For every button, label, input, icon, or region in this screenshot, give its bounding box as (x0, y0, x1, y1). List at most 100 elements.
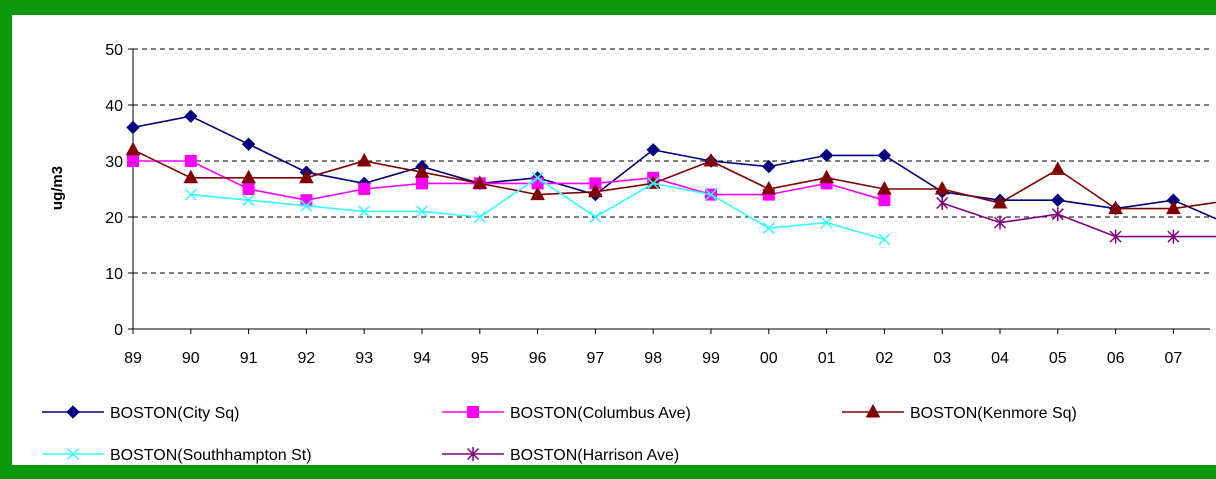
data-point (647, 177, 660, 190)
legend-item: BOSTON(Columbus Ave) (442, 405, 691, 422)
data-point (936, 196, 949, 210)
x-tick-label: 07 (1165, 350, 1183, 367)
x-tick-label: 05 (1049, 350, 1067, 367)
data-point (184, 109, 198, 123)
legend-marker (467, 406, 479, 418)
data-point (762, 222, 775, 235)
series-0 (126, 109, 1216, 220)
series-4 (936, 196, 1216, 244)
data-point (415, 205, 429, 218)
data-point (703, 152, 719, 167)
data-point (588, 183, 603, 198)
data-point (1051, 207, 1064, 222)
series-2 (125, 141, 1216, 215)
data-point (934, 180, 950, 195)
legend: BOSTON(City Sq) BOSTON(Columbus Ave) BOSTO… (42, 403, 1077, 464)
data-point (358, 183, 371, 195)
x-tick-label: 94 (413, 350, 431, 367)
data-point (358, 205, 371, 218)
data-point (300, 194, 313, 207)
y-tick-label: 10 (105, 266, 123, 283)
data-point (184, 188, 197, 201)
data-point (299, 169, 314, 184)
x-tick-label: 04 (991, 350, 1009, 367)
legend-item: BOSTON(Southhampton St) (42, 447, 312, 464)
x-tick-label: 99 (702, 350, 720, 367)
y-tick-label: 30 (105, 154, 123, 171)
data-point (126, 120, 140, 135)
data-point (183, 169, 199, 184)
legend-marker (66, 447, 80, 461)
data-point (473, 210, 486, 224)
data-point (820, 216, 833, 229)
legend-label: BOSTON(Kenmore Sq) (910, 405, 1077, 422)
x-tick-label: 95 (471, 350, 489, 367)
x-tick-label: 91 (240, 350, 258, 367)
data-point (877, 148, 892, 163)
legend-marker (66, 405, 80, 419)
x-tick-label: 97 (587, 350, 605, 367)
data-point (125, 141, 141, 156)
data-point (531, 171, 544, 184)
y-tick-label: 0 (114, 322, 123, 339)
legend-label: BOSTON(Columbus Ave) (510, 405, 691, 422)
data-point (127, 155, 139, 167)
legend-item: BOSTON(Harrison Ave) (442, 447, 679, 464)
gridlines (133, 48, 1210, 274)
data-point (1050, 161, 1066, 175)
data-point (241, 137, 256, 151)
series-line (941, 202, 1216, 238)
data-point (878, 194, 891, 207)
y-tick-label: 50 (105, 42, 123, 59)
series-line (132, 149, 1216, 210)
axes: 0 10 20 30 40 50 89 90 91 92 93 94 95 96 97 98 99 00 01 02 0… (105, 42, 1210, 367)
legend-marker (466, 447, 480, 461)
x-tick-label: 92 (298, 350, 316, 367)
legend-label: BOSTON(City Sq) (110, 405, 240, 422)
series-3 (184, 171, 891, 246)
legend-label: BOSTON(Harrison Ave) (510, 447, 679, 464)
x-tick-label: 96 (529, 350, 547, 367)
data-point (1166, 200, 1181, 215)
data-point (416, 177, 428, 190)
data-point (242, 183, 255, 195)
data-point (184, 155, 197, 167)
data-point (300, 199, 313, 212)
data-point (993, 215, 1007, 230)
legend-label: BOSTON(Southhampton St) (110, 447, 312, 464)
y-axis-label: ug/m3 (49, 166, 66, 210)
data-point (241, 169, 256, 184)
data-point (762, 159, 776, 174)
data-point (878, 233, 891, 246)
data-point (242, 194, 255, 207)
data-point (1109, 229, 1122, 244)
data-point (589, 210, 602, 224)
y-tick-label: 20 (105, 210, 123, 227)
data-point (992, 194, 1008, 209)
y-tick-label: 40 (105, 98, 123, 115)
data-point (530, 186, 545, 201)
x-tick-label: 89 (124, 350, 142, 367)
legend-item: BOSTON(City Sq) (42, 405, 240, 422)
data-point (646, 143, 660, 157)
data-point (356, 152, 372, 167)
data-point (877, 180, 892, 195)
data-point (1108, 200, 1123, 215)
legend-item: BOSTON(Kenmore Sq) (842, 403, 1077, 422)
series-line (132, 115, 1216, 220)
x-tick-label: 98 (644, 350, 662, 367)
legend-marker (865, 403, 881, 418)
data-point (1167, 229, 1180, 244)
x-tick-label: 06 (1107, 350, 1125, 367)
series (125, 109, 1216, 246)
x-tick-label: 03 (933, 350, 951, 367)
data-point (761, 180, 777, 195)
data-point (1051, 193, 1065, 207)
series-line (133, 160, 885, 202)
data-point (704, 188, 718, 201)
x-tick-label: 01 (818, 350, 836, 367)
x-tick-label: 93 (355, 350, 373, 367)
data-point (414, 164, 430, 178)
